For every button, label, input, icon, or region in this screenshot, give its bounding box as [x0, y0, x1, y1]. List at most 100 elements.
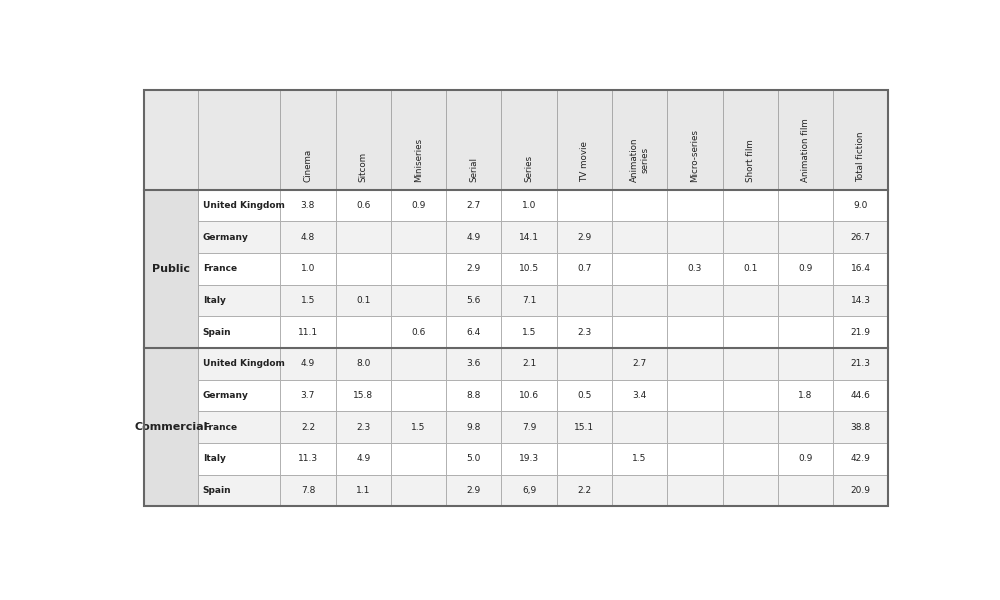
Text: 0.7: 0.7: [577, 265, 592, 274]
Text: 7.8: 7.8: [301, 486, 315, 495]
Bar: [391, 380, 446, 412]
Text: 16.4: 16.4: [851, 265, 871, 274]
Bar: [667, 443, 723, 475]
Bar: [778, 348, 833, 380]
Text: 2.9: 2.9: [467, 486, 481, 495]
Bar: [336, 380, 391, 412]
Bar: [723, 221, 778, 253]
Bar: [446, 221, 501, 253]
Bar: [833, 475, 888, 506]
Text: 1.5: 1.5: [522, 328, 536, 337]
Text: Serial: Serial: [469, 157, 478, 182]
Bar: [144, 190, 198, 348]
Text: 19.3: 19.3: [519, 454, 539, 463]
Bar: [144, 475, 198, 506]
Text: Germany: Germany: [203, 233, 249, 242]
Bar: [501, 348, 557, 380]
Bar: [198, 380, 280, 412]
Bar: [778, 253, 833, 285]
Text: 9.0: 9.0: [854, 201, 868, 210]
Bar: [612, 316, 667, 348]
Text: 8.8: 8.8: [467, 391, 481, 400]
Text: Spain: Spain: [203, 486, 231, 495]
Text: Commercial: Commercial: [135, 422, 208, 432]
Bar: [833, 285, 888, 316]
Text: 5.0: 5.0: [467, 454, 481, 463]
Text: 0.9: 0.9: [798, 265, 813, 274]
Text: 6,9: 6,9: [522, 486, 536, 495]
Bar: [833, 190, 888, 221]
Text: 10.6: 10.6: [519, 391, 539, 400]
Bar: [833, 380, 888, 412]
Bar: [723, 190, 778, 221]
Bar: [667, 412, 723, 443]
Bar: [557, 412, 612, 443]
Bar: [391, 91, 446, 190]
Bar: [144, 221, 198, 253]
Text: Micro-series: Micro-series: [690, 129, 699, 182]
Bar: [446, 285, 501, 316]
Bar: [833, 221, 888, 253]
Bar: [144, 348, 198, 506]
Bar: [391, 348, 446, 380]
Text: 2.9: 2.9: [467, 265, 481, 274]
Text: 2.9: 2.9: [577, 233, 591, 242]
Bar: [446, 253, 501, 285]
Text: 1.5: 1.5: [411, 422, 426, 431]
Bar: [723, 285, 778, 316]
Text: Cinema: Cinema: [303, 149, 312, 182]
Text: 21.3: 21.3: [851, 359, 871, 368]
Text: 20.9: 20.9: [851, 486, 871, 495]
Bar: [501, 412, 557, 443]
Bar: [667, 221, 723, 253]
Text: 1.1: 1.1: [356, 486, 370, 495]
Text: Germany: Germany: [203, 391, 249, 400]
Bar: [446, 316, 501, 348]
Bar: [198, 221, 280, 253]
Bar: [723, 91, 778, 190]
Bar: [612, 412, 667, 443]
Bar: [612, 190, 667, 221]
Text: 11.3: 11.3: [298, 454, 318, 463]
Text: Total fiction: Total fiction: [856, 131, 865, 182]
Text: 3.7: 3.7: [301, 391, 315, 400]
Bar: [501, 443, 557, 475]
Bar: [778, 316, 833, 348]
Bar: [336, 91, 391, 190]
Text: Animation film: Animation film: [801, 118, 810, 182]
Bar: [336, 221, 391, 253]
Text: France: France: [203, 422, 237, 431]
Bar: [198, 316, 280, 348]
Bar: [612, 380, 667, 412]
Text: 7.9: 7.9: [522, 422, 536, 431]
Bar: [391, 253, 446, 285]
Bar: [778, 285, 833, 316]
Text: 0.1: 0.1: [356, 296, 370, 305]
Text: 15.8: 15.8: [353, 391, 373, 400]
Bar: [723, 253, 778, 285]
Bar: [501, 316, 557, 348]
Bar: [833, 443, 888, 475]
Bar: [144, 412, 198, 443]
Bar: [144, 91, 198, 190]
Text: 21.9: 21.9: [851, 328, 871, 337]
Bar: [612, 221, 667, 253]
Text: 9.8: 9.8: [467, 422, 481, 431]
Text: 26.7: 26.7: [851, 233, 871, 242]
Text: 2.7: 2.7: [633, 359, 647, 368]
Bar: [336, 412, 391, 443]
Bar: [446, 348, 501, 380]
Bar: [280, 316, 336, 348]
Bar: [667, 348, 723, 380]
Bar: [391, 221, 446, 253]
Text: Italy: Italy: [203, 296, 226, 305]
Text: 8.0: 8.0: [356, 359, 370, 368]
Bar: [391, 412, 446, 443]
Bar: [557, 190, 612, 221]
Bar: [144, 316, 198, 348]
Text: 4.9: 4.9: [356, 454, 370, 463]
Bar: [501, 253, 557, 285]
Bar: [667, 91, 723, 190]
Bar: [280, 285, 336, 316]
Text: 1.0: 1.0: [522, 201, 536, 210]
